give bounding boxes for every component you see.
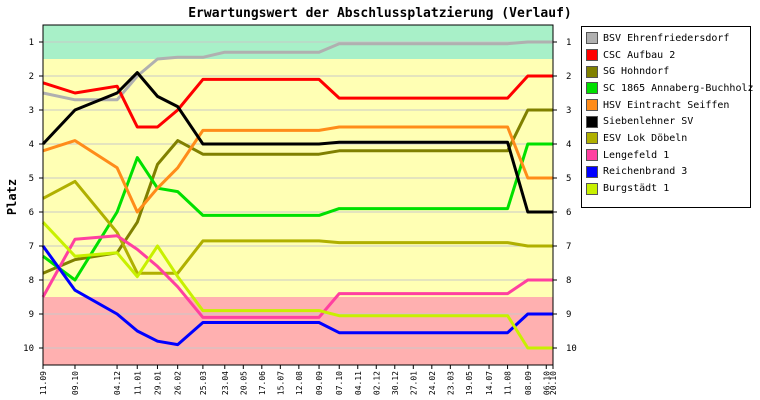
legend-label: HSV Eintracht Seiffen — [603, 99, 730, 111]
x-tick-label-23: 08.09 — [524, 371, 533, 395]
legend-label: CSC Aufbau 2 — [603, 49, 676, 61]
series-line-reichenbrand-3 — [41, 245, 553, 347]
series-line-sg-hohndorf — [42, 108, 553, 275]
legend-label: ESV Lok Döbeln — [603, 132, 688, 144]
y-tick-label-left-10: 10 — [23, 344, 34, 354]
y-ticks-right: 1 2 3 4 5 6 7 8 9 10 — [553, 38, 577, 354]
y-tick-label-left-6: 6 — [29, 208, 34, 218]
y-axis-label: Platz — [5, 179, 19, 215]
legend-swatch — [586, 65, 598, 78]
legend-item-sc-1865-annaberg-buchholz: SC 1865 Annaberg-Buchholz — [586, 80, 754, 97]
legend-label: Siebenlehner SV — [603, 116, 694, 128]
legend-label: BSV Ehrenfriedersdorf — [603, 32, 730, 44]
series-line-hsv-eintracht-seiffen — [42, 125, 553, 214]
y-ticks-left: 1 2 3 4 5 6 7 8 9 10 — [23, 38, 43, 354]
x-tick-label-24: 06.10 — [542, 371, 551, 395]
y-tick-label-left-1: 1 — [29, 38, 34, 48]
legend-label: SC 1865 Annaberg-Buchholz — [603, 82, 754, 94]
y-tick-label-right-1: 1 — [566, 38, 571, 48]
x-ticks: 11.09 09.10 04.12 11.01 29.01 26.02 25.03 23.04… — [39, 365, 558, 395]
legend-item-sg-hohndorf: SG Hohndorf — [586, 63, 750, 80]
legend-swatch — [586, 82, 598, 95]
series-line-burgst-dt-1 — [41, 221, 553, 350]
legend: BSV Ehrenfriedersdorf CSC Aufbau 2 SG Hohn… — [581, 26, 754, 208]
legend-item-bsv-ehrenfriedersdorf: BSV Ehrenfriedersdorf — [586, 30, 750, 47]
x-tick-label-11: 12.08 — [295, 371, 304, 395]
x-tick-label-19: 23.03 — [446, 371, 455, 395]
legend-label: SG Hohndorf — [603, 66, 670, 78]
chart-title: Erwartungswert der Abschlussplatzierung … — [188, 6, 572, 21]
legend-item-siebenlehner-sv: Siebenlehner SV — [586, 113, 750, 130]
y-tick-label-right-9: 9 — [566, 310, 571, 320]
legend-swatch — [586, 149, 598, 162]
y-tick-label-right-2: 2 — [566, 72, 571, 82]
legend-item-lengefeld-1: Lengefeld 1 — [586, 147, 750, 164]
y-tick-label-right-4: 4 — [566, 140, 571, 150]
y-tick-label-right-10: 10 — [566, 344, 577, 354]
legend-item-csc-aufbau-2: CSC Aufbau 2 — [586, 47, 750, 64]
x-tick-label-5: 26.02 — [174, 371, 183, 395]
series-line-esv-lok-d-beln — [42, 179, 553, 275]
y-tick-label-left-2: 2 — [29, 72, 34, 82]
series-line-csc-aufbau-2 — [42, 74, 553, 129]
y-tick-label-left-7: 7 — [29, 242, 34, 252]
legend-label: Reichenbrand 3 — [603, 166, 688, 178]
x-tick-label-20: 19.05 — [465, 371, 474, 395]
band-2 — [43, 297, 553, 365]
x-tick-label-12: 09.09 — [315, 371, 324, 395]
legend-swatch — [586, 32, 598, 45]
legend-swatch — [586, 165, 598, 178]
y-tick-label-left-8: 8 — [29, 276, 34, 286]
x-tick-label-25: 20.10 — [549, 371, 558, 395]
x-tick-label-1: 09.10 — [71, 371, 80, 395]
legend-swatch — [586, 49, 598, 62]
legend-swatch — [586, 132, 598, 145]
x-tick-label-2: 04.12 — [113, 371, 122, 395]
y-tick-label-right-6: 6 — [566, 208, 571, 218]
y-tick-label-left-4: 4 — [29, 140, 34, 150]
x-tick-label-18: 24.02 — [428, 371, 437, 395]
x-tick-label-16: 30.12 — [391, 371, 400, 395]
series-line-siebenlehner-sv — [41, 71, 553, 214]
x-tick-label-22: 11.08 — [504, 371, 513, 395]
legend-item-hsv-eintracht-seiffen: HSV Eintracht Seiffen — [586, 97, 750, 114]
x-tick-label-17: 27.01 — [409, 371, 418, 395]
x-tick-label-10: 15.07 — [276, 371, 285, 395]
legend-item-reichenbrand-3: Reichenbrand 3 — [586, 164, 750, 181]
legend-swatch — [586, 182, 598, 195]
y-tick-label-right-3: 3 — [566, 106, 571, 116]
x-tick-label-3: 11.01 — [133, 371, 142, 395]
plot-frame — [42, 24, 554, 366]
legend-label: Burgstädt 1 — [603, 183, 670, 195]
legend-label: Lengefeld 1 — [603, 149, 670, 161]
legend-swatch — [586, 115, 598, 128]
x-tick-label-6: 25.03 — [199, 371, 208, 395]
x-tick-label-21: 14.07 — [485, 371, 494, 395]
legend-item-burgst-dt-1: Burgstädt 1 — [586, 180, 750, 197]
y-tick-label-right-5: 5 — [566, 174, 571, 184]
series-line-sc-1865-annaberg-buchholz — [42, 142, 553, 282]
x-tick-label-4: 29.01 — [153, 371, 162, 395]
series-line-lengefeld-1 — [41, 234, 553, 319]
legend-item-esv-lok-d-beln: ESV Lok Döbeln — [586, 130, 750, 147]
x-tick-label-8: 20.05 — [239, 371, 248, 395]
x-tick-label-13: 07.10 — [335, 371, 344, 395]
series-lines — [41, 40, 553, 350]
y-tick-label-left-3: 3 — [29, 106, 34, 116]
y-tick-label-right-7: 7 — [566, 242, 571, 252]
x-tick-label-7: 23.04 — [221, 371, 230, 395]
x-tick-label-14: 04.11 — [354, 371, 363, 395]
y-tick-label-left-9: 9 — [29, 310, 34, 320]
x-tick-label-15: 02.12 — [372, 371, 381, 395]
y-tick-label-right-8: 8 — [566, 276, 571, 286]
series-line-bsv-ehrenfriedersdorf — [42, 40, 553, 102]
x-tick-label-0: 11.09 — [39, 371, 48, 395]
axes — [42, 24, 554, 366]
x-tick-label-9: 17.06 — [258, 371, 267, 395]
legend-swatch — [586, 99, 598, 112]
y-tick-label-left-5: 5 — [29, 174, 34, 184]
